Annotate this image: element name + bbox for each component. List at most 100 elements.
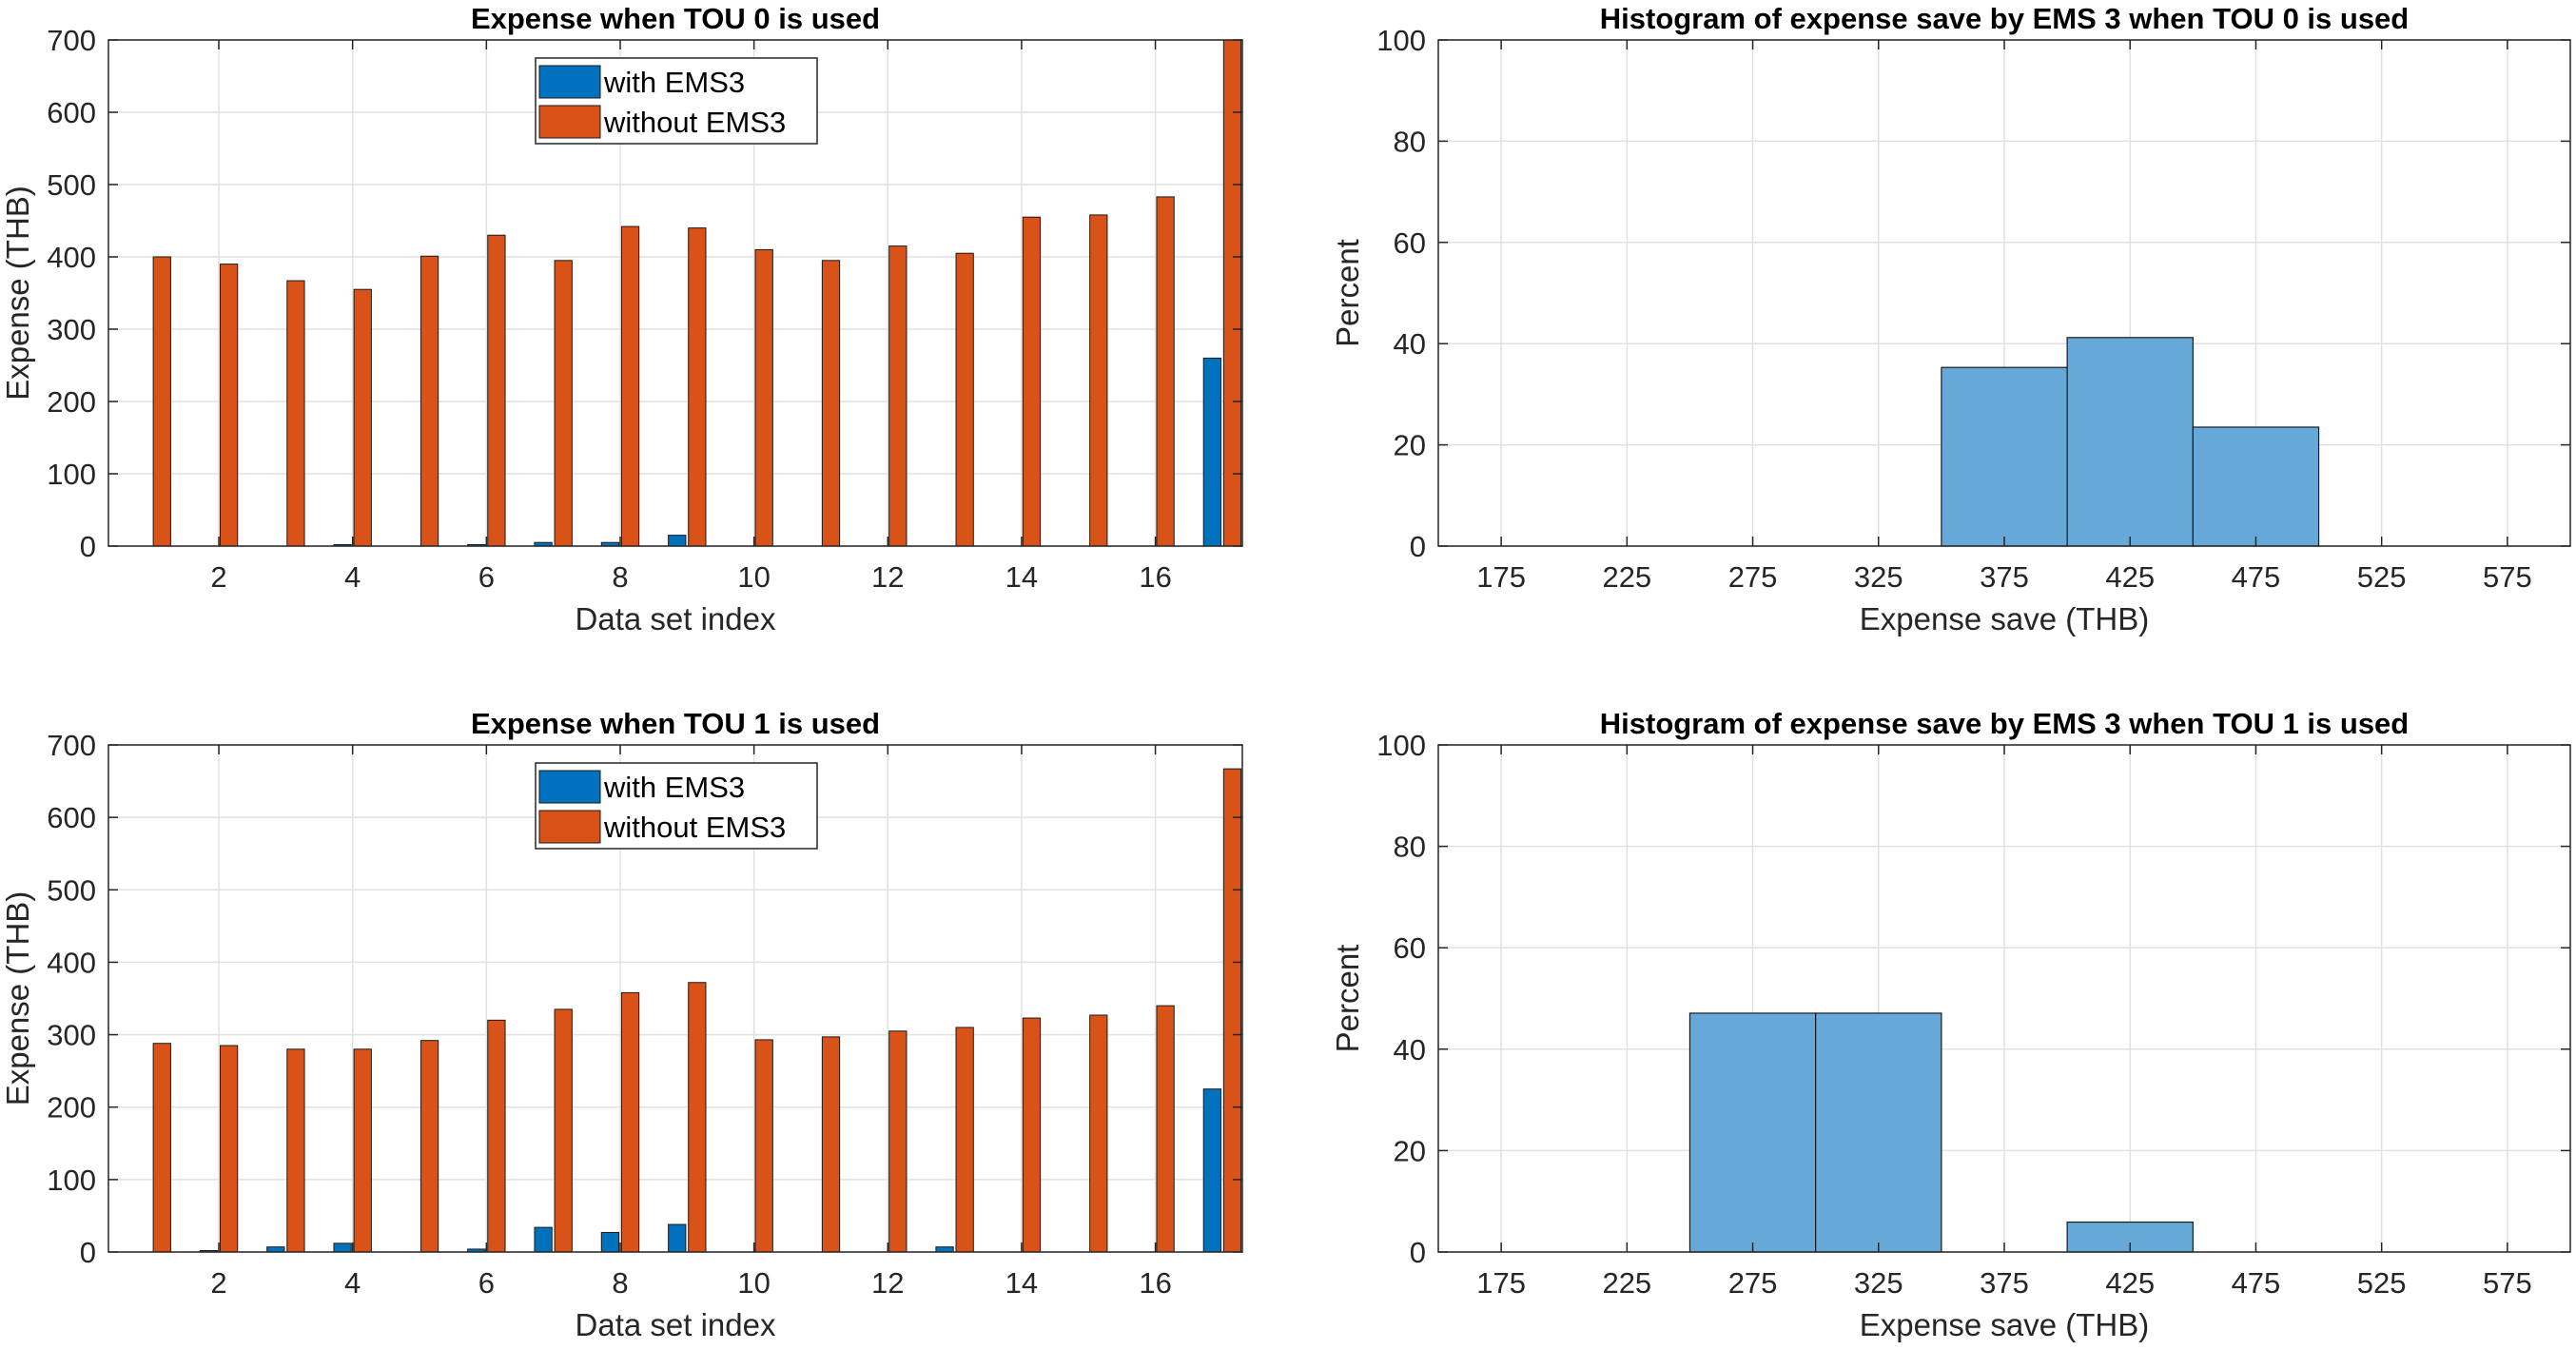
x-tick-label: 525 — [2357, 560, 2407, 594]
y-axis-label: Percent — [1330, 945, 1365, 1053]
x-axis-label: Data set index — [576, 601, 776, 636]
bar-without-ems3-7 — [554, 260, 573, 547]
x-tick-label: 175 — [1476, 1266, 1526, 1300]
x-tick-label: 4 — [344, 560, 361, 594]
bar-without-ems3-2 — [219, 264, 239, 547]
chart-2: 175 225 275 325 375 425 475 525 575 0 20 40 60 80 100 H… — [1330, 2, 2571, 636]
y-tick-label: 400 — [47, 946, 96, 979]
legend-swatch-without-ems3 — [538, 105, 601, 139]
bar-without-ems3-9 — [688, 982, 707, 1253]
legend-swatch-with-ems3 — [538, 65, 601, 99]
x-tick-label: 575 — [2483, 1266, 2532, 1300]
bar-without-ems3-4 — [353, 1048, 372, 1253]
x-tick-label: 12 — [871, 1266, 904, 1300]
bar-with-ems3-13 — [935, 1246, 954, 1253]
y-tick-label: 0 — [1410, 1236, 1426, 1269]
legend: with EMS3 without EMS3 — [535, 762, 818, 850]
y-axis-label: Expense (THB) — [0, 186, 35, 401]
bar-without-ems3-1 — [152, 1043, 171, 1253]
x-tick-label: 2 — [210, 560, 226, 594]
x-tick-label: 575 — [2483, 560, 2532, 594]
x-tick-label: 16 — [1139, 560, 1171, 594]
chart-1: 2 4 6 8 10 12 14 16 0 100 200 300 400 500 600 700 Expens… — [0, 2, 1243, 636]
x-tick-label: 10 — [737, 1266, 770, 1300]
y-tick-label: 60 — [1394, 931, 1426, 965]
bar-with-ems3-9 — [668, 535, 687, 547]
y-tick-label: 300 — [47, 313, 96, 346]
y-tick-label: 0 — [80, 530, 96, 563]
bar-without-ems3-10 — [754, 1039, 773, 1253]
chart-title: Expense when TOU 0 is used — [471, 2, 880, 35]
bar-without-ems3-8 — [620, 225, 640, 547]
bar-without-ems3-3 — [286, 1048, 305, 1253]
bar-without-ems3-9 — [688, 227, 707, 547]
bar-without-ems3-4 — [353, 288, 372, 547]
x-tick-label: 375 — [1980, 560, 2029, 594]
y-tick-label: 600 — [47, 96, 96, 129]
bar-without-ems3-13 — [955, 252, 974, 547]
legend-label: with EMS3 — [603, 771, 745, 804]
histogram-bar-400-450 — [2066, 337, 2194, 547]
y-tick-label: 100 — [47, 458, 96, 491]
bar-with-ems3-7 — [534, 1226, 553, 1253]
legend-swatch-with-ems3 — [538, 770, 601, 804]
bar-with-ems3-9 — [668, 1223, 687, 1253]
legend-label: without EMS3 — [603, 811, 786, 844]
x-tick-label: 225 — [1602, 560, 1651, 594]
x-tick-label: 175 — [1476, 560, 1526, 594]
bar-without-ems3-11 — [821, 260, 841, 547]
y-tick-label: 20 — [1394, 1134, 1426, 1167]
legend: with EMS3 without EMS3 — [535, 57, 818, 145]
axes-frame — [107, 39, 1243, 547]
y-tick-label: 40 — [1394, 1033, 1426, 1066]
x-tick-label: 10 — [737, 560, 770, 594]
bar-without-ems3-15 — [1089, 1014, 1108, 1253]
x-tick-label: 6 — [478, 560, 495, 594]
bar-without-ems3-17 — [1222, 39, 1242, 547]
bar-without-ems3-6 — [487, 1019, 506, 1253]
x-tick-label: 14 — [1005, 1266, 1038, 1300]
x-tick-label: 6 — [478, 1266, 495, 1300]
chart-3: 2 4 6 8 10 12 14 16 0 100 200 300 400 500 600 700 Expens… — [0, 707, 1243, 1342]
x-tick-label: 4 — [344, 1266, 361, 1300]
bar-without-ems3-6 — [487, 234, 506, 547]
legend-label: without EMS3 — [603, 106, 786, 139]
x-tick-label: 475 — [2232, 1266, 2281, 1300]
bar-without-ems3-11 — [821, 1036, 841, 1253]
y-axis-label: Expense (THB) — [0, 891, 35, 1106]
y-tick-label: 80 — [1394, 125, 1426, 158]
bar-without-ems3-15 — [1089, 214, 1108, 547]
y-tick-label: 700 — [47, 24, 96, 57]
chart-4: 175 225 275 325 375 425 475 525 575 0 20 40 60 80 100 H… — [1330, 707, 2571, 1342]
bar-without-ems3-1 — [152, 256, 171, 547]
histogram-bar-250-300 — [1688, 1012, 1817, 1253]
y-tick-label: 100 — [1376, 729, 1426, 762]
bar-without-ems3-3 — [286, 280, 305, 547]
chart-title: Histogram of expense save by EMS 3 when … — [1600, 707, 2410, 740]
y-tick-label: 0 — [1410, 530, 1426, 563]
x-tick-label: 225 — [1602, 1266, 1651, 1300]
y-axis-label: Percent — [1330, 239, 1365, 347]
histogram-bar-350-400 — [1941, 366, 2068, 547]
y-tick-label: 200 — [47, 385, 96, 419]
y-tick-label: 300 — [47, 1019, 96, 1052]
y-tick-label: 100 — [1376, 24, 1426, 57]
bar-without-ems3-5 — [420, 1040, 439, 1253]
x-tick-label: 375 — [1980, 1266, 2029, 1300]
bar-without-ems3-14 — [1022, 1017, 1042, 1253]
chart-title: Expense when TOU 1 is used — [471, 707, 880, 740]
y-tick-label: 100 — [47, 1164, 96, 1197]
bar-without-ems3-14 — [1022, 216, 1042, 547]
x-axis-label: Data set index — [576, 1307, 776, 1342]
x-tick-label: 8 — [612, 1266, 628, 1300]
x-tick-label: 325 — [1854, 560, 1903, 594]
bar-with-ems3-17 — [1202, 1088, 1221, 1253]
y-tick-label: 600 — [47, 801, 96, 834]
x-tick-label: 12 — [871, 560, 904, 594]
bar-without-ems3-8 — [620, 991, 640, 1253]
x-tick-label: 475 — [2232, 560, 2281, 594]
bar-with-ems3-8 — [600, 1231, 620, 1253]
x-tick-label: 275 — [1728, 560, 1778, 594]
y-tick-label: 500 — [47, 168, 96, 202]
